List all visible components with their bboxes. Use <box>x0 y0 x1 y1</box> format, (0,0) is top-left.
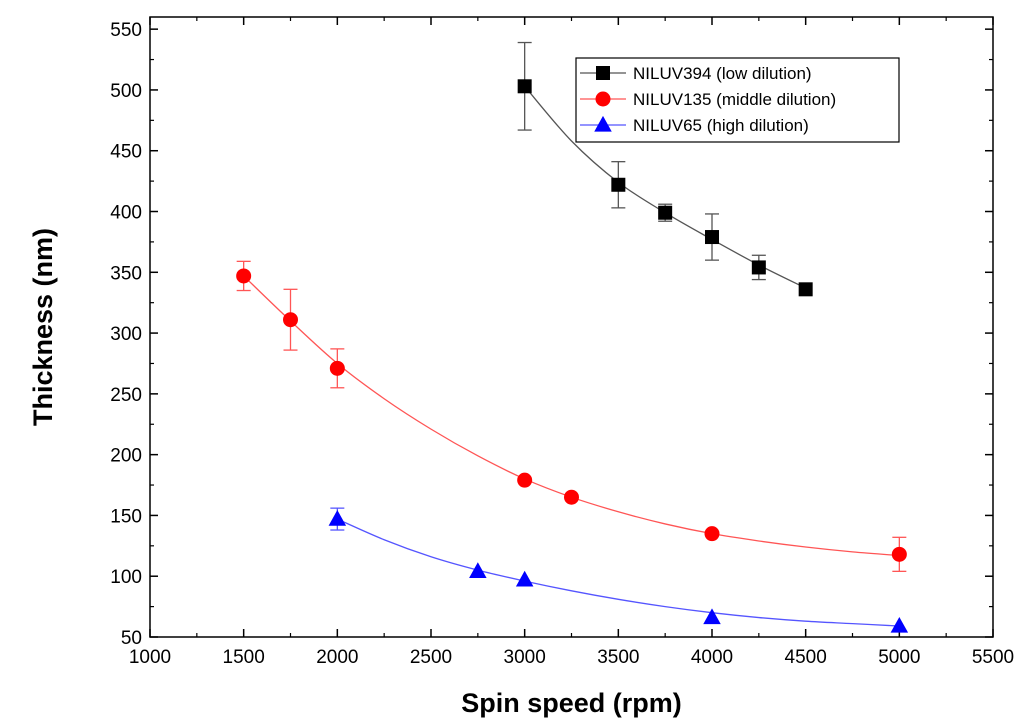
data-point <box>705 230 719 245</box>
data-point <box>517 472 533 488</box>
x-tick-label: 3000 <box>504 647 546 668</box>
y-tick-label: 250 <box>110 385 142 406</box>
y-tick-label: 200 <box>110 446 142 467</box>
x-tick-label: 1500 <box>223 647 265 668</box>
x-tick-label: 2000 <box>316 647 358 668</box>
legend: NILUV394 (low dilution) NILUV135 (middle … <box>575 57 900 143</box>
series-layer <box>236 41 909 633</box>
data-point <box>515 570 534 587</box>
y-tick-label: 550 <box>110 20 142 41</box>
x-axis: 1000 1500 2000 2500 3000 3500 4000 4500 5000 5500 <box>129 17 1014 668</box>
x-axis-title: Spin speed (rpm) <box>461 688 682 718</box>
data-point <box>236 268 252 284</box>
y-axis: 50 100 150 200 250 300 350 400 450 500 550 <box>110 20 993 649</box>
series-fit-line <box>243 275 900 557</box>
series-2 <box>236 260 907 573</box>
data-point <box>611 177 626 192</box>
x-tick-label: 4000 <box>691 647 733 668</box>
x-tick-label: 3500 <box>597 647 639 668</box>
series-1 <box>517 41 813 297</box>
data-point <box>890 616 909 633</box>
data-point <box>704 526 720 542</box>
x-tick-label: 2500 <box>410 647 452 668</box>
data-point <box>564 489 579 505</box>
y-tick-label: 100 <box>110 567 142 588</box>
legend-marker <box>594 115 612 132</box>
data-point <box>703 608 721 625</box>
y-tick-label: 300 <box>110 324 142 345</box>
data-point <box>798 282 813 297</box>
data-point <box>658 205 673 220</box>
x-tick-label: 5000 <box>878 647 920 668</box>
series-fit-line <box>337 518 900 627</box>
data-point <box>751 260 766 275</box>
data-point <box>517 79 532 94</box>
legend-label: NILUV394 (low dilution) <box>633 64 812 83</box>
data-point <box>891 546 907 562</box>
data-point <box>329 360 345 376</box>
legend-label: NILUV65 (high dilution) <box>633 116 809 135</box>
x-tick-label: 5500 <box>972 647 1014 668</box>
legend-box <box>575 57 900 143</box>
data-point <box>283 312 298 328</box>
y-tick-label: 150 <box>110 506 142 527</box>
series-3 <box>328 507 909 633</box>
data-point <box>328 509 347 526</box>
y-tick-label: 400 <box>110 203 142 224</box>
legend-marker <box>595 91 611 107</box>
legend-label: NILUV135 (middle dilution) <box>633 90 836 109</box>
data-point <box>469 562 487 578</box>
y-tick-label: 350 <box>110 263 142 284</box>
y-tick-label: 500 <box>110 81 142 102</box>
x-tick-label: 4500 <box>785 647 827 668</box>
x-tick-label: 1000 <box>129 647 171 668</box>
y-axis-title: Thickness (nm) <box>28 228 58 426</box>
y-tick-label: 50 <box>121 628 142 649</box>
legend-marker <box>596 66 610 80</box>
y-tick-label: 450 <box>110 142 142 163</box>
